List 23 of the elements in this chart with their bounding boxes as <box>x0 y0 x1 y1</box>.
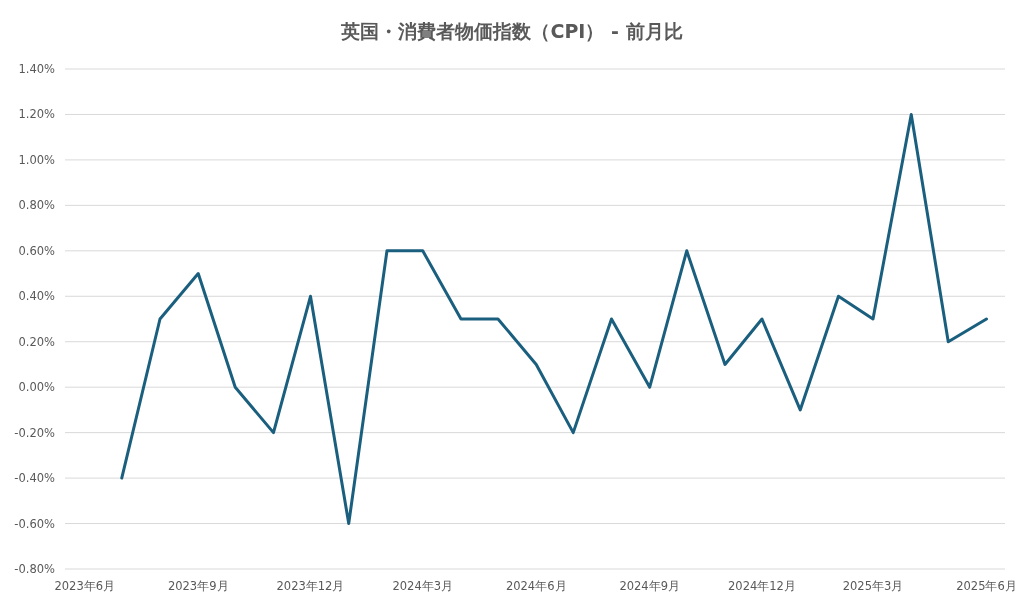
x-tick-label: 2023年6月 <box>54 579 116 593</box>
y-tick-label: -0.80% <box>14 562 56 576</box>
line-series <box>120 112 988 526</box>
y-tick-label: 0.00% <box>18 380 56 395</box>
x-tick-label: 2025年6月 <box>956 579 1017 593</box>
y-tick-label: 1.20% <box>18 107 56 122</box>
y-tick-label: 0.80% <box>18 198 56 213</box>
x-tick-label: 2024年12月 <box>728 579 796 593</box>
y-tick-label: 1.40% <box>18 62 56 76</box>
y-tick-label: 1.00% <box>18 152 56 167</box>
x-tick-label: 2024年3月 <box>392 579 454 593</box>
y-tick-label: -0.40% <box>14 471 56 486</box>
y-tick-label: 0.40% <box>18 289 56 304</box>
chart-title: 英国・消費者物価指数（CPI） - 前月比 <box>340 20 683 42</box>
y-tick-label: 0.20% <box>18 334 56 349</box>
x-tick-label: 2023年12月 <box>276 579 345 593</box>
y-tick-label: -0.60% <box>14 516 56 531</box>
y-tick-label: -0.20% <box>14 425 56 440</box>
x-tick-label: 2025年3月 <box>842 579 904 593</box>
x-tick-label: 2023年9月 <box>167 579 229 593</box>
y-tick-label: 0.60% <box>18 243 56 258</box>
x-tick-label: 2024年6月 <box>505 579 567 593</box>
x-tick-label: 2024年9月 <box>619 579 681 593</box>
